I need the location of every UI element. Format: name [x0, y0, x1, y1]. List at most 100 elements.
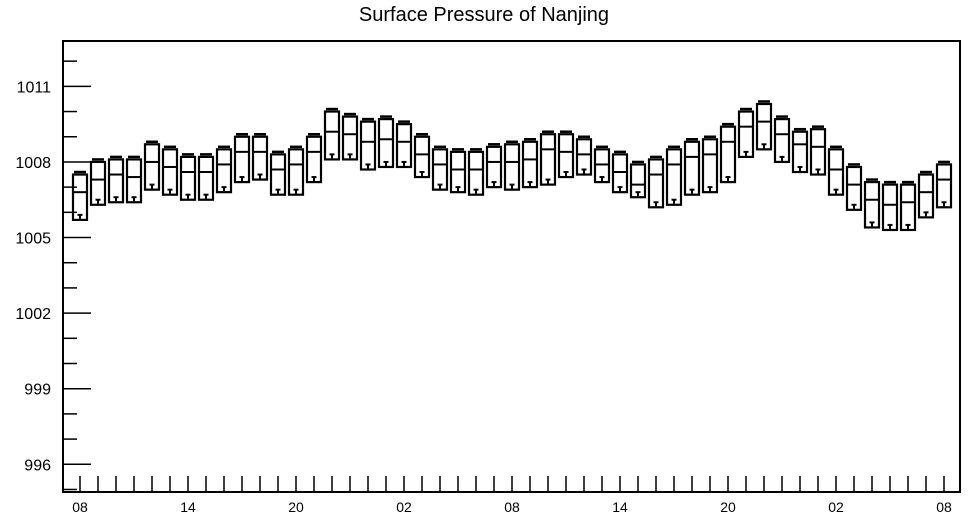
x-tick-label: 08 — [72, 499, 88, 515]
x-tick-label: 08 — [936, 499, 952, 515]
box-rect — [269, 153, 287, 196]
box-rect — [773, 118, 791, 164]
box-item — [683, 138, 701, 196]
x-axis: 08 14 20 02 08 14 20 02 08 — [72, 476, 952, 515]
box-rect — [305, 135, 323, 184]
y-tick-label: 1011 — [17, 79, 52, 96]
box-item — [89, 158, 107, 206]
box-item — [215, 145, 233, 194]
box-item — [125, 155, 143, 204]
box-rect — [161, 148, 179, 196]
box-item — [809, 125, 827, 176]
box-rect — [917, 173, 935, 219]
box-item — [377, 115, 395, 169]
box-rect — [611, 153, 629, 194]
box-item — [269, 150, 287, 196]
box-item — [107, 155, 125, 204]
box-rect — [881, 183, 899, 232]
box-rect — [485, 145, 503, 189]
box-rect — [809, 128, 827, 176]
box-item — [665, 145, 683, 206]
box-item — [755, 100, 773, 151]
box-rect — [467, 150, 485, 196]
box-item — [323, 107, 341, 161]
box-rect — [503, 143, 521, 191]
box-item — [611, 150, 629, 194]
box-item — [449, 148, 467, 194]
box-item — [503, 140, 521, 191]
y-tick-label: 1008 — [15, 155, 51, 172]
box-item — [539, 130, 557, 186]
box-rect — [557, 133, 575, 179]
y-tick-label: 1005 — [15, 231, 51, 248]
box-rect — [431, 148, 449, 191]
box-item — [629, 160, 647, 199]
boxes-layer — [71, 100, 953, 232]
box-rect — [791, 130, 809, 174]
box-item — [395, 120, 413, 169]
box-rect — [215, 148, 233, 194]
box-item — [773, 115, 791, 164]
x-tick-label: 02 — [828, 499, 844, 515]
box-rect — [377, 118, 395, 169]
box-rect — [341, 115, 359, 161]
box-item — [359, 117, 377, 171]
box-item — [179, 153, 197, 201]
box-item — [845, 163, 863, 211]
chart-title: Surface Pressure of Nanjing — [358, 4, 610, 26]
box-item — [287, 145, 305, 196]
box-rect — [737, 110, 755, 158]
box-rect — [629, 163, 647, 199]
box-item — [701, 135, 719, 194]
box-rect — [665, 148, 683, 206]
box-item — [863, 178, 881, 229]
box-rect — [323, 110, 341, 161]
box-rect — [845, 165, 863, 211]
box-item — [719, 122, 737, 184]
y-tick-label: 996 — [24, 457, 51, 474]
box-item — [71, 170, 89, 221]
x-tick-label: 08 — [504, 499, 520, 515]
box-rect — [359, 120, 377, 171]
box-rect — [89, 160, 107, 206]
box-rect — [899, 183, 917, 232]
box-rect — [719, 125, 737, 184]
box-rect — [197, 155, 215, 201]
x-tick-label: 14 — [612, 499, 628, 515]
box-item — [827, 145, 845, 196]
box-rect — [251, 135, 269, 181]
box-rect — [143, 143, 161, 191]
box-item — [935, 160, 953, 209]
x-tick-label: 20 — [288, 499, 304, 515]
box-item — [881, 180, 899, 232]
y-tick-label: 1002 — [15, 306, 51, 323]
box-item — [575, 135, 593, 176]
box-item — [251, 132, 269, 181]
box-item — [341, 112, 359, 161]
box-item — [467, 148, 485, 196]
box-rect — [683, 140, 701, 196]
box-rect — [755, 102, 773, 151]
box-item — [521, 138, 539, 189]
plot-frame — [62, 40, 961, 493]
box-rect — [701, 138, 719, 194]
box-rect — [395, 123, 413, 169]
box-rect — [647, 158, 665, 209]
box-item — [305, 132, 323, 184]
box-rect — [71, 173, 89, 221]
box-rect — [179, 155, 197, 201]
box-item — [197, 153, 215, 201]
y-axis: 996 999 1002 1005 1008 1011 — [15, 60, 91, 491]
box-rect — [593, 148, 611, 184]
x-tick-label: 20 — [720, 499, 736, 515]
box-item — [413, 132, 431, 179]
box-rect — [539, 133, 557, 186]
box-rect — [863, 180, 881, 229]
box-item — [431, 145, 449, 191]
box-rect — [521, 140, 539, 189]
box-item — [485, 143, 503, 189]
box-rect — [575, 138, 593, 176]
box-rect — [125, 158, 143, 204]
box-item — [161, 145, 179, 196]
